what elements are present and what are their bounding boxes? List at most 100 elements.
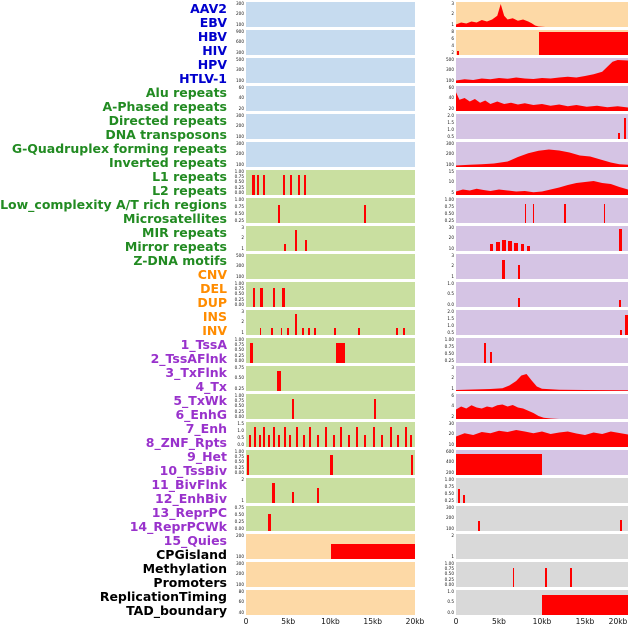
data-bar — [389, 427, 392, 447]
track-label-5-txwk: 5_TxWk — [173, 393, 227, 408]
x-axis-tick-right-5kb: 5kb — [492, 617, 506, 626]
data-bar — [404, 427, 407, 447]
y-tick-label: 0.50 — [234, 375, 244, 381]
y-tick-label: 1.5 — [237, 421, 244, 426]
track-label-hiv: HIV — [202, 43, 227, 58]
y-axis-z-dna-motifs: 500 300 100 — [229, 253, 245, 279]
y-axis-hbv: 900 600 300 — [229, 29, 245, 55]
y-tick-label: 300 — [236, 1, 244, 6]
y-tick-label: 200 — [446, 515, 454, 521]
data-bar — [619, 229, 623, 251]
y-tick-label: 100 — [236, 273, 244, 279]
track-panel-cpgisland — [456, 534, 628, 559]
y-tick-label: 60 — [448, 85, 454, 90]
data-area — [456, 92, 628, 111]
track-label-aav2: AAV2 — [190, 1, 227, 16]
y-tick-label: 3 — [451, 365, 454, 370]
y-tick-label: 0.0 — [447, 609, 454, 615]
track-label-7-enh: 7_Enh — [185, 421, 227, 436]
data-bar — [501, 260, 506, 279]
data-bar — [526, 245, 530, 251]
y-axis-12-enhbiv: 1.00 0.75 0.50 0.25 — [439, 477, 455, 503]
track-label-g-quadruplex-forming-repeats: G-Quadruplex forming repeats — [11, 141, 227, 156]
data-bar — [284, 427, 287, 447]
data-bar — [252, 288, 255, 307]
track-panel-cnv — [456, 254, 628, 279]
x-axis-tick-right-20kb: 20kb — [608, 617, 628, 626]
y-tick-label: 0.5 — [447, 133, 454, 139]
track-label-microsatellites: Microsatellites — [123, 211, 227, 226]
y-tick-label: 0.50 — [234, 403, 244, 409]
data-bar — [277, 371, 281, 391]
y-tick-label: 0.75 — [444, 483, 454, 489]
data-bar — [295, 229, 298, 251]
data-bar — [307, 328, 310, 335]
track-panel-hbv — [246, 30, 415, 55]
y-axis-ebv: 3 2 1 — [439, 1, 455, 27]
y-tick-label: 2 — [241, 235, 244, 241]
track-label-methylation: Methylation — [142, 561, 227, 576]
y-tick-label: 2 — [451, 413, 454, 419]
data-bar — [333, 434, 336, 447]
y-tick-label: 0.25 — [234, 408, 244, 414]
y-tick-label: 0.75 — [444, 566, 454, 572]
track-panel-2-tssaflnk — [456, 338, 628, 363]
y-tick-label: 80 — [238, 589, 244, 594]
y-axis-mirror-repeats: 30 20 10 — [439, 225, 455, 251]
data-block — [542, 595, 628, 615]
track-label-14-reprpcwk: 14_ReprPCWk — [129, 519, 227, 534]
data-bar — [273, 288, 276, 307]
y-axis-inverted-repeats: 300 200 100 — [439, 141, 455, 167]
y-tick-label: 1 — [241, 329, 244, 335]
y-tick-label: 1 — [241, 497, 244, 503]
track-label-ebv: EBV — [199, 15, 227, 30]
y-axis-low-complexity-a-t-rich-regions: 1.00 0.75 0.50 0.25 — [229, 197, 245, 223]
y-tick-label: 300 — [236, 113, 244, 118]
track-panel-inv — [456, 310, 628, 335]
track-panel-alu-repeats — [246, 86, 415, 111]
data-bar — [262, 175, 266, 195]
data-bar — [272, 483, 275, 503]
track-label-6-enhg: 6_EnhG — [175, 407, 227, 422]
data-bar — [532, 204, 534, 223]
track-panel-mir-repeats — [246, 226, 415, 251]
data-bar — [620, 329, 623, 335]
y-axis-4-tx: 3 2 1 — [439, 365, 455, 391]
y-tick-label: 0.50 — [444, 350, 454, 356]
y-tick-label: 10 — [448, 245, 454, 251]
data-bar — [247, 455, 250, 475]
y-tick-label: 40 — [238, 609, 244, 615]
data-bar — [623, 117, 627, 139]
track-panel-low-complexity-a-t-rich-regions — [246, 198, 415, 223]
y-tick-label: 1.0 — [447, 126, 454, 132]
y-tick-label: 900 — [236, 29, 244, 34]
track-label-low-complexity-a-t-rich-regions: Low_complexity A/T rich regions — [0, 197, 227, 212]
track-label-8-znf-rpts: 8_ZNF_Rpts — [145, 435, 227, 450]
track-panel-4-tx — [456, 366, 628, 391]
y-tick-label: 500 — [446, 57, 454, 62]
track-panel-13-reprpc — [246, 506, 415, 531]
y-tick-label: 0.50 — [234, 459, 244, 465]
y-tick-label: 0.50 — [234, 511, 244, 517]
y-tick-label: 600 — [446, 449, 454, 454]
y-tick-label: 8 — [451, 29, 454, 34]
y-tick-label: 0.25 — [444, 217, 454, 223]
y-axis-replicationtiming: 80 60 40 — [229, 589, 245, 615]
track-label-l2-repeats: L2 repeats — [152, 183, 227, 198]
data-bar — [329, 455, 334, 475]
track-panel-htlv-1 — [456, 58, 628, 83]
y-tick-label: 0.0 — [447, 301, 454, 307]
y-tick-label: 300 — [236, 141, 244, 146]
track-label-replicationtiming: ReplicationTiming — [99, 589, 227, 604]
data-bar — [249, 434, 252, 447]
track-panel-9-het — [246, 450, 415, 475]
data-bar — [364, 434, 367, 447]
y-tick-label: 400 — [446, 459, 454, 465]
y-axis-aav2: 300 200 100 — [229, 1, 245, 27]
y-tick-label: 300 — [236, 49, 244, 55]
y-tick-label: 1.00 — [444, 561, 454, 566]
data-bar — [355, 427, 358, 447]
data-bar — [267, 513, 271, 531]
track-label-del: DEL — [200, 281, 227, 296]
y-tick-label: 100 — [236, 161, 244, 167]
